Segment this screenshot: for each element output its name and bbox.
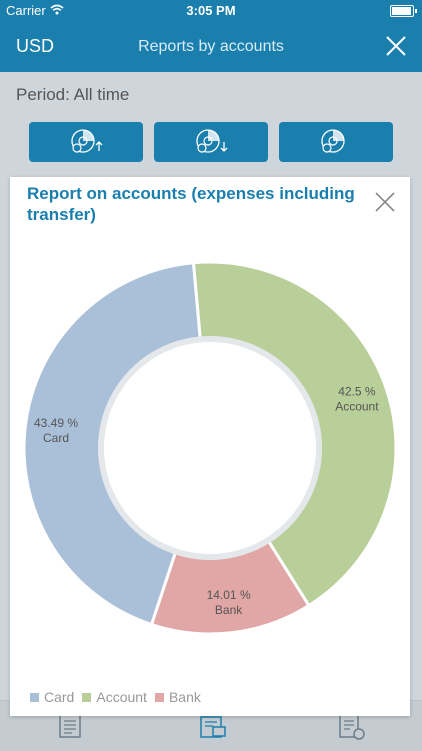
page-title: Reports by accounts (138, 38, 284, 55)
slice-category-label: Account (335, 400, 379, 414)
slice-value-label: 14.01 % (207, 588, 251, 602)
slice-value-label: 43.49 % (34, 416, 78, 430)
legend-swatch (82, 693, 92, 702)
report-modal: Report on accounts (expenses including t… (10, 177, 410, 716)
close-icon[interactable] (384, 34, 408, 58)
slice-category-label: Card (43, 431, 69, 445)
wallet-icon[interactable] (199, 713, 227, 739)
legend-swatch (30, 693, 39, 702)
legend-label: Bank (168, 689, 201, 705)
legend-label: Card (44, 689, 75, 705)
expense-report-button[interactable] (154, 122, 268, 162)
balance-report-button[interactable] (279, 122, 393, 162)
slice-value-label: 42.5 % (338, 385, 376, 399)
donut-chart: 42.5 %Account 14.01 %Bank 43.49 %Card (22, 260, 398, 636)
close-icon[interactable] (374, 191, 396, 213)
currency-button[interactable]: USD (16, 36, 55, 56)
chart-legend: Card Account Bank (30, 689, 209, 705)
status-bar: Carrier 3:05 PM (0, 0, 422, 22)
clock: 3:05 PM (186, 3, 236, 18)
report-balance-icon (321, 129, 345, 153)
legend-swatch (154, 693, 164, 702)
report-expense-icon (196, 129, 228, 153)
legend-label: Account (96, 689, 147, 705)
slice-category-label: Bank (215, 603, 243, 617)
list-icon[interactable] (58, 713, 82, 739)
report-icon[interactable] (338, 713, 366, 741)
income-report-button[interactable] (29, 122, 143, 162)
nav-bar: USD Reports by accounts (0, 22, 422, 72)
legend-item: Bank (154, 689, 201, 705)
wifi-icon (50, 4, 64, 15)
donut-hole (98, 336, 322, 560)
legend-item: Card (30, 689, 74, 705)
carrier-label: Carrier (6, 3, 46, 18)
modal-title: Report on accounts (expenses including t… (27, 184, 355, 224)
period-label[interactable]: Period: All time (16, 85, 130, 104)
battery-icon (390, 5, 417, 17)
report-income-icon (71, 129, 103, 153)
legend-item: Account (82, 689, 147, 705)
